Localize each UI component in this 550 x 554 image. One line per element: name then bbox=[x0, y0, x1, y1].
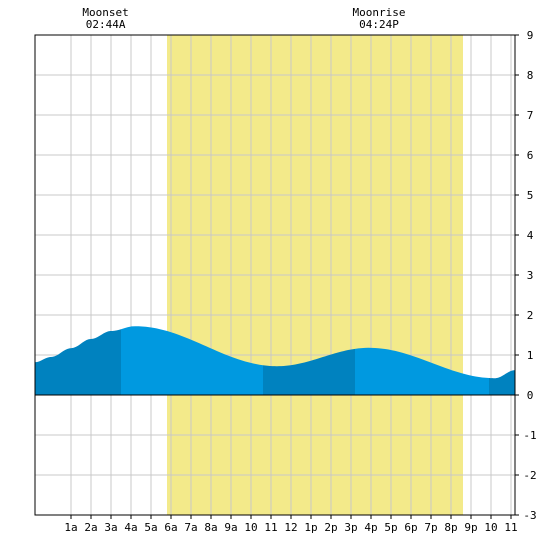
x-tick-label: 11 bbox=[264, 521, 277, 534]
tide-area-segment bbox=[121, 326, 263, 395]
y-tick-label: 7 bbox=[527, 109, 534, 122]
x-tick-label: 6a bbox=[164, 521, 177, 534]
y-tick-label: 8 bbox=[527, 69, 534, 82]
x-tick-label: 3p bbox=[344, 521, 357, 534]
y-tick-label: 3 bbox=[527, 269, 534, 282]
x-tick-label: 3a bbox=[104, 521, 117, 534]
x-tick-label: 7p bbox=[424, 521, 437, 534]
x-tick-label: 8p bbox=[444, 521, 457, 534]
tide-area-segment bbox=[35, 329, 121, 395]
x-tick-label: 9a bbox=[224, 521, 237, 534]
y-tick-label: 0 bbox=[527, 389, 534, 402]
y-tick-label: -1 bbox=[523, 429, 536, 442]
x-tick-label: 7a bbox=[184, 521, 197, 534]
x-tick-label: 10 bbox=[484, 521, 497, 534]
x-tick-label: 6p bbox=[404, 521, 417, 534]
x-tick-label: 8a bbox=[204, 521, 217, 534]
y-tick-label: 5 bbox=[527, 189, 534, 202]
y-tick-label: 4 bbox=[527, 229, 534, 242]
x-tick-label: 2p bbox=[324, 521, 337, 534]
event-time: 02:44A bbox=[86, 18, 126, 31]
y-tick-label: -3 bbox=[523, 509, 536, 522]
event-name: Moonset bbox=[82, 6, 128, 19]
y-tick-label: 1 bbox=[527, 349, 534, 362]
y-tick-label: 2 bbox=[527, 309, 534, 322]
tide-area-segment bbox=[489, 370, 515, 395]
tide-area-segment bbox=[263, 348, 355, 395]
x-tick-label: 2a bbox=[84, 521, 97, 534]
x-tick-label: 10 bbox=[244, 521, 257, 534]
x-tick-label: 11 bbox=[504, 521, 517, 534]
x-tick-label: 5a bbox=[144, 521, 157, 534]
x-tick-label: 1a bbox=[64, 521, 77, 534]
event-name: Moonrise bbox=[353, 6, 406, 19]
x-tick-label: 4p bbox=[364, 521, 377, 534]
x-tick-label: 12 bbox=[284, 521, 297, 534]
y-tick-label: 6 bbox=[527, 149, 534, 162]
x-tick-label: 5p bbox=[384, 521, 397, 534]
x-tick-label: 9p bbox=[464, 521, 477, 534]
x-tick-label: 1p bbox=[304, 521, 317, 534]
y-tick-label: 9 bbox=[527, 29, 534, 42]
y-tick-label: -2 bbox=[523, 469, 536, 482]
x-tick-label: 4a bbox=[124, 521, 137, 534]
tide-area-segment bbox=[355, 347, 489, 395]
event-time: 04:24P bbox=[359, 18, 399, 31]
